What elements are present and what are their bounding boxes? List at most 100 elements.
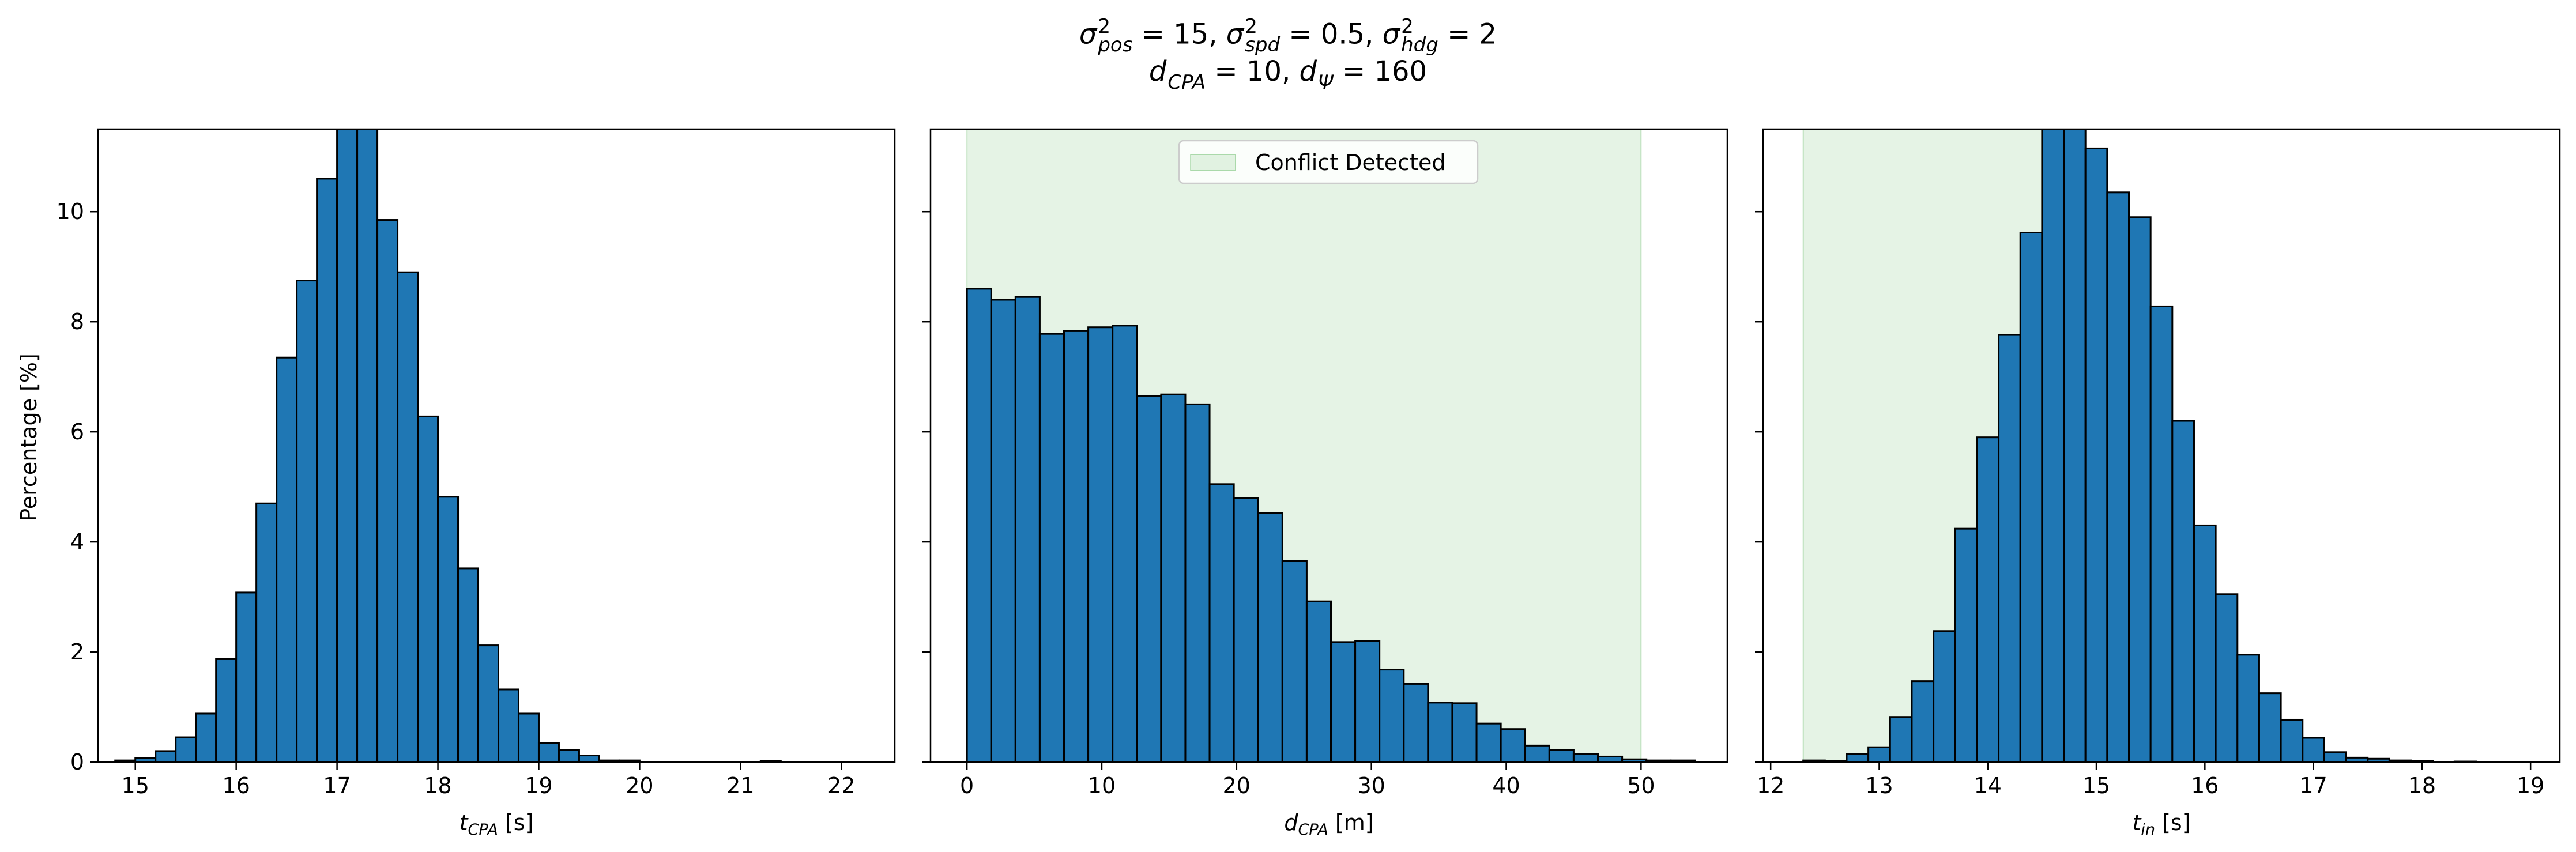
histogram-bar <box>1998 334 2021 762</box>
x-axis-label: tCPA [s] <box>460 810 534 839</box>
histogram-bar <box>1305 600 1332 762</box>
x-tick-label: 20 <box>626 773 653 798</box>
histogram-bar <box>1933 630 1956 762</box>
x-tick-label: 19 <box>2517 773 2544 798</box>
title-symbol: d <box>1299 55 1317 88</box>
title-text: = 2 <box>1438 18 1497 51</box>
x-tick-label: 15 <box>2082 773 2110 798</box>
x-tick-label: 21 <box>726 773 754 798</box>
title-subscript: Ψ <box>1317 71 1334 94</box>
histogram-bar <box>336 129 359 762</box>
histogram-bar <box>578 755 600 762</box>
axes-frame <box>1762 128 2561 763</box>
title-symbol: d <box>1148 55 1167 88</box>
histogram-bar <box>1379 669 1405 762</box>
histogram-bar <box>497 688 519 762</box>
x-tick-label: 10 <box>1088 773 1116 798</box>
plot-area <box>114 129 782 762</box>
plot-area <box>1802 129 2477 762</box>
x-tick-label: 18 <box>2408 773 2436 798</box>
histogram-bar <box>1112 325 1138 762</box>
histogram-bar <box>316 178 338 762</box>
histogram-bar <box>457 567 480 762</box>
legend-swatch <box>1190 154 1236 171</box>
histogram-bar <box>397 271 419 762</box>
tin-histogram: 12 13 14 15 16 17 18 19 tin [s] <box>1755 128 2561 839</box>
histogram-bar <box>2280 718 2304 762</box>
x-tick-label: 17 <box>323 773 351 798</box>
y-tick-label: 2 <box>70 639 84 665</box>
legend: Conflict Detected <box>1178 140 1479 184</box>
legend-label: Conflict Detected <box>1255 150 1445 175</box>
histogram-bar <box>1976 436 2000 762</box>
histogram-bar <box>2106 191 2130 762</box>
histogram-bar <box>1954 527 1978 762</box>
x-tick-label: 40 <box>1492 773 1520 798</box>
histogram-bar <box>215 658 238 762</box>
title-symbol: σ <box>1079 18 1097 51</box>
x-axis-label: dCPA [m] <box>1284 810 1373 839</box>
figure-title-line-1: σ 2 pos = 15, σ 2 spd = 0.5, σ 2 hdg = 2 <box>0 17 2576 55</box>
histogram-bar <box>1597 755 1624 762</box>
x-tick-label: 12 <box>1757 773 1784 798</box>
histogram-bar <box>477 644 499 762</box>
title-subscript: hdg <box>1401 33 1438 57</box>
y-tick-label: 10 <box>57 199 84 224</box>
histogram-bar <box>356 129 379 762</box>
histogram-bar <box>155 750 177 762</box>
title-subscript: CPA <box>1168 71 1206 94</box>
histogram-bar <box>2019 231 2043 762</box>
title-text: = 10, <box>1206 55 1300 88</box>
histogram-bar <box>1233 497 1259 762</box>
histogram-bar <box>1208 483 1235 762</box>
axes-frame <box>97 128 896 763</box>
histogram-bar <box>1867 746 1891 762</box>
x-tick-label: 17 <box>2299 773 2327 798</box>
y-tick-label: 8 <box>70 309 84 334</box>
histogram-bar <box>1330 641 1357 762</box>
histogram-bar <box>2171 420 2195 762</box>
histogram-bar <box>2258 692 2282 762</box>
x-tick-label: 50 <box>1627 773 1655 798</box>
histogram-bar <box>2149 305 2174 762</box>
histogram-bar <box>235 591 258 762</box>
histogram-bar <box>255 502 278 762</box>
histogram-bar <box>1257 512 1283 762</box>
histogram-bar <box>1184 403 1211 762</box>
title-subscript: spd <box>1245 33 1281 57</box>
histogram-bar <box>296 280 318 762</box>
x-tick-label: 14 <box>1974 773 2002 798</box>
histogram-bar <box>1451 702 1478 762</box>
y-tick-label: 4 <box>70 529 84 555</box>
histogram-bar <box>1038 333 1065 762</box>
title-superscript: 2 <box>1098 15 1110 38</box>
x-tick-label: 15 <box>122 773 149 798</box>
histogram-bar <box>2193 524 2217 762</box>
histogram-bar <box>1524 744 1550 762</box>
histogram-bar <box>990 299 1016 762</box>
y-tick-label: 0 <box>70 749 84 775</box>
x-tick-label: 13 <box>1865 773 1893 798</box>
y-tick-label: 6 <box>70 419 84 444</box>
histogram-bar <box>417 415 439 762</box>
histogram-bar <box>1500 728 1526 762</box>
histogram-bar <box>2323 751 2347 762</box>
histogram-bar <box>1475 722 1502 762</box>
legend-box <box>1178 140 1479 184</box>
histogram-bar <box>276 356 298 762</box>
axes-frame <box>929 128 1728 763</box>
histogram-bar <box>1548 749 1575 762</box>
histogram-bar <box>1889 716 1913 762</box>
histogram-bar <box>2215 593 2239 762</box>
x-tick-label: 19 <box>525 773 552 798</box>
histogram-bar <box>1014 296 1041 762</box>
histogram-bar <box>966 288 992 762</box>
histogram-bar <box>2236 654 2260 762</box>
histogram-bar <box>1354 640 1381 762</box>
histogram-bar <box>1911 680 1935 762</box>
histogram-bar <box>2128 216 2152 762</box>
title-text: = 15, <box>1132 18 1226 51</box>
histogram-bar <box>1087 326 1114 762</box>
